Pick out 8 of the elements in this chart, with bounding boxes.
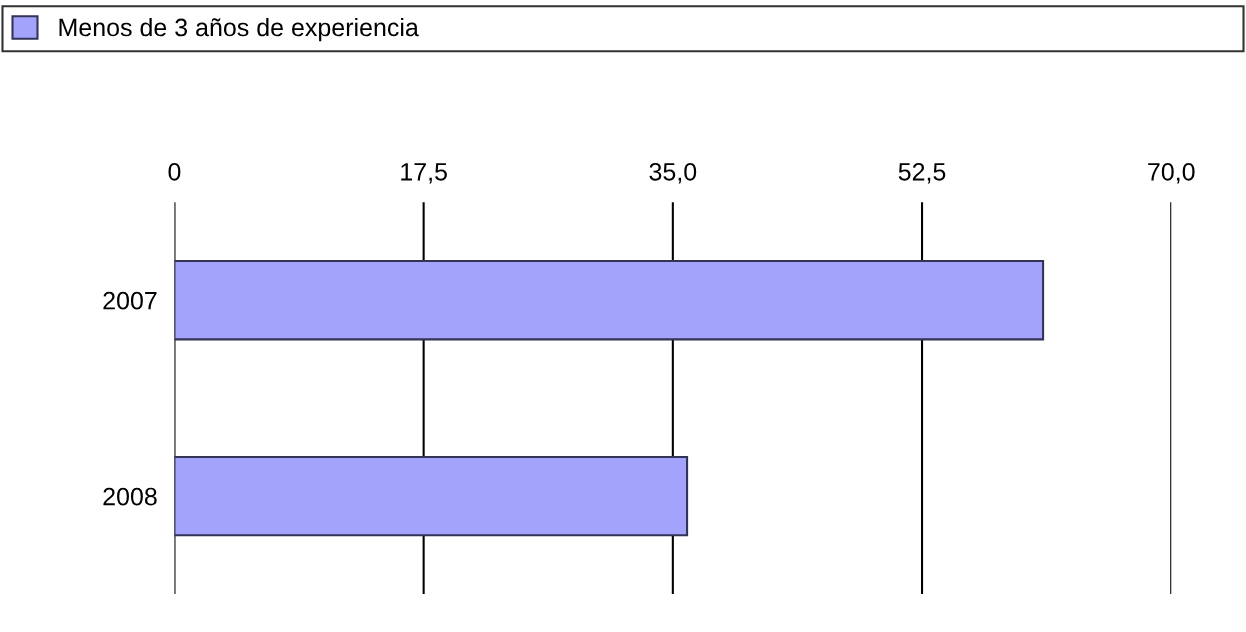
x-tick-label: 17,5 [401,163,447,184]
x-tick-label: 35,0 [649,162,697,184]
x-tick-label: 52,5 [898,162,946,184]
legend-label: Menos de 3 años de experiencia [59,17,419,42]
x-tick-label: 70,0 [1148,162,1195,184]
x-tick-label: 0 [168,162,181,181]
y-tick-label: 2007 [103,291,157,310]
y-tick-label: 2008 [103,487,157,506]
